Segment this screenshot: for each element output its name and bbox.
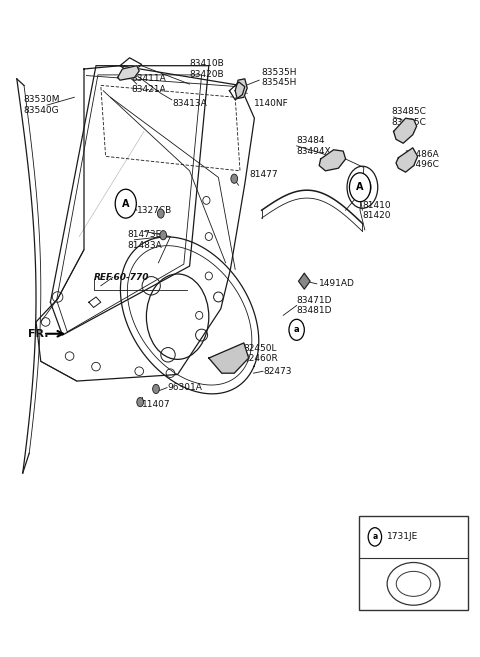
Polygon shape xyxy=(396,148,418,172)
Circle shape xyxy=(153,384,159,394)
Text: 96301A: 96301A xyxy=(167,383,202,392)
Text: 11407: 11407 xyxy=(142,399,170,409)
Text: 81477: 81477 xyxy=(250,170,278,179)
Circle shape xyxy=(137,397,144,407)
Circle shape xyxy=(231,174,238,183)
Text: 1731JE: 1731JE xyxy=(387,532,418,541)
Text: REF.60-770: REF.60-770 xyxy=(94,273,149,282)
Polygon shape xyxy=(319,150,346,171)
Text: 83413A: 83413A xyxy=(173,99,207,108)
Text: a: a xyxy=(372,532,377,541)
Text: 83486A
83496C: 83486A 83496C xyxy=(404,150,439,170)
Text: 81410
81420: 81410 81420 xyxy=(362,200,391,220)
Text: 83411A
83421A: 83411A 83421A xyxy=(132,74,166,94)
Text: 83410B
83420B: 83410B 83420B xyxy=(189,59,224,79)
Text: 83485C
83495C: 83485C 83495C xyxy=(391,107,426,127)
Circle shape xyxy=(115,189,136,218)
Text: 83471D
83481D: 83471D 83481D xyxy=(297,296,332,315)
Circle shape xyxy=(368,528,382,546)
Text: 83535H
83545H: 83535H 83545H xyxy=(262,68,297,87)
Polygon shape xyxy=(209,343,249,373)
Text: 82473: 82473 xyxy=(263,367,291,376)
Polygon shape xyxy=(118,66,139,80)
Circle shape xyxy=(349,173,371,202)
Text: 1491AD: 1491AD xyxy=(319,279,355,288)
Text: 82450L
82460R: 82450L 82460R xyxy=(244,344,278,363)
Text: A: A xyxy=(122,198,130,209)
Text: 1140NF: 1140NF xyxy=(254,99,289,108)
Circle shape xyxy=(157,209,164,218)
Bar xyxy=(359,516,468,610)
Text: 1327CB: 1327CB xyxy=(137,206,172,215)
Text: FR.: FR. xyxy=(28,328,48,339)
Polygon shape xyxy=(299,273,310,289)
Text: 83484
83494X: 83484 83494X xyxy=(297,136,331,156)
Text: 83530M
83540G: 83530M 83540G xyxy=(23,95,60,115)
Circle shape xyxy=(160,231,167,240)
Polygon shape xyxy=(394,118,417,143)
Polygon shape xyxy=(235,79,247,99)
Text: 81473E
81483A: 81473E 81483A xyxy=(127,230,162,250)
Text: a: a xyxy=(294,325,300,334)
Text: A: A xyxy=(356,182,364,193)
Circle shape xyxy=(289,319,304,340)
